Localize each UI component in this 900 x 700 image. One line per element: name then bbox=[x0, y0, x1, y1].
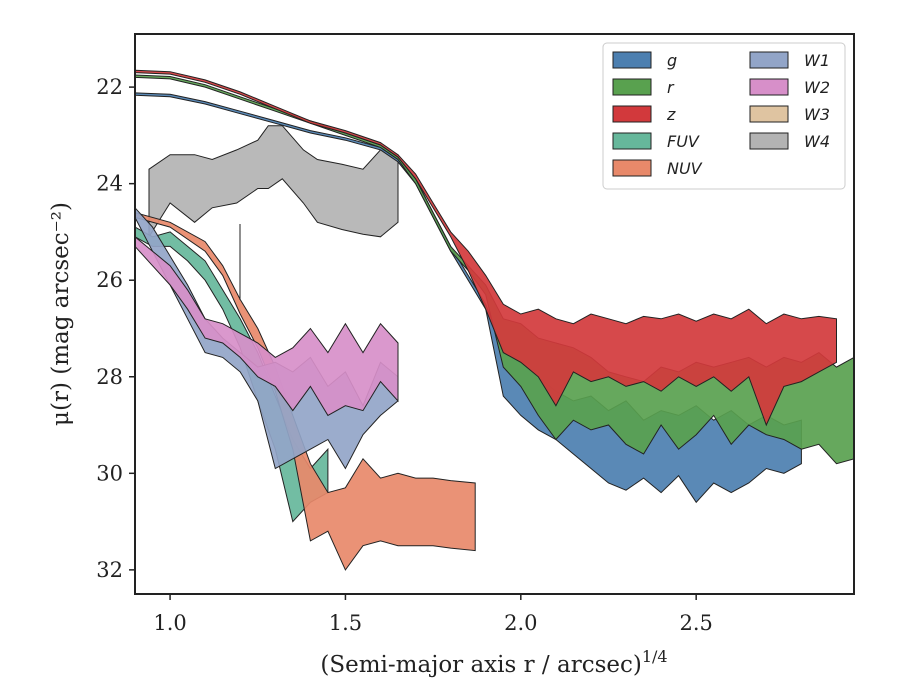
legend: grz FUV NUV W1 W2 W3 W4 bbox=[602, 42, 846, 190]
y-tick-label: 30 bbox=[96, 461, 123, 485]
x-tick-label: 1.0 bbox=[153, 611, 186, 635]
legend-label-g: g bbox=[667, 51, 677, 70]
legend-swatch-z bbox=[612, 105, 652, 123]
y-tick-label: 26 bbox=[96, 268, 123, 292]
x-tick-label: 1.5 bbox=[329, 611, 362, 635]
legend-label-w1: W1 bbox=[804, 51, 830, 70]
legend-swatch-g bbox=[612, 51, 652, 69]
legend-swatch-fuv bbox=[612, 132, 652, 150]
y-tick-label: 24 bbox=[96, 172, 123, 196]
legend-label-w4: W4 bbox=[804, 132, 830, 151]
legend-swatch-w1 bbox=[749, 51, 789, 69]
legend-label-w3: W3 bbox=[804, 105, 830, 124]
y-tick-label: 22 bbox=[96, 75, 123, 99]
legend-swatch-w3 bbox=[749, 105, 789, 123]
y-axis-label: μ(r) (mag arcsec⁻²) bbox=[48, 202, 74, 426]
legend-label-fuv: FUV bbox=[667, 132, 700, 151]
legend-swatch-nuv bbox=[612, 159, 652, 177]
series-bands bbox=[135, 69, 854, 571]
x-tick-label: 2.5 bbox=[679, 611, 712, 635]
y-tick-label: 28 bbox=[96, 365, 123, 389]
y-axis: 22 24 26 28 30 32 bbox=[96, 75, 135, 582]
plot-frame bbox=[134, 33, 855, 595]
x-axis: 1.0 1.5 2.0 2.5 bbox=[153, 594, 713, 635]
legend-swatch-r bbox=[612, 78, 652, 96]
legend-swatch-w4 bbox=[749, 132, 789, 150]
y-tick-label: 32 bbox=[96, 558, 123, 582]
band-z bbox=[135, 69, 837, 427]
legend-swatch-w2 bbox=[749, 78, 789, 96]
legend-label-z: z bbox=[666, 105, 676, 124]
legend-label-r: r bbox=[667, 78, 675, 97]
band-w2 bbox=[135, 236, 399, 417]
legend-label-nuv: NUV bbox=[667, 159, 703, 178]
legend-label-w2: W2 bbox=[804, 78, 830, 97]
x-axis-label: (Semi-major axis r / arcsec)1/4 bbox=[320, 647, 667, 678]
x-tick-label: 2.0 bbox=[504, 611, 537, 635]
band-w4 bbox=[148, 125, 399, 239]
x-axis-label-exponent: 1/4 bbox=[642, 647, 668, 666]
